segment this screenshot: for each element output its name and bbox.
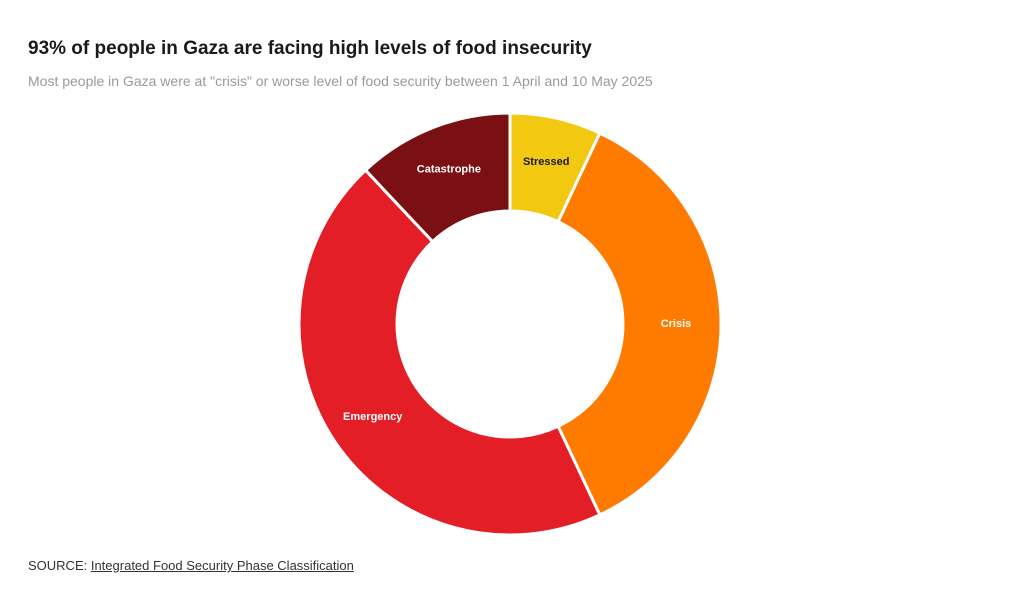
- donut-slices: [297, 111, 723, 537]
- chart-title: 93% of people in Gaza are facing high le…: [28, 38, 592, 59]
- source-prefix: SOURCE:: [28, 558, 91, 573]
- source-link[interactable]: Integrated Food Security Phase Classific…: [90, 558, 354, 573]
- slice-emergency: [297, 168, 602, 537]
- slice-catastrophe: [364, 111, 512, 244]
- slice-label-stressed: Stressed: [523, 156, 569, 168]
- slice-label-crisis: Crisis: [661, 318, 692, 330]
- donut-labels: Stressed Crisis Emergency Catastrophe: [343, 156, 691, 423]
- slice-label-emergency: Emergency: [343, 411, 403, 423]
- slice-label-catastrophe: Catastrophe: [417, 164, 481, 176]
- chart-subtitle: Most people in Gaza were at "crisis" or …: [28, 73, 653, 89]
- source-note: SOURCE: Integrated Food Security Phase C…: [28, 558, 354, 573]
- slice-crisis: [556, 131, 723, 517]
